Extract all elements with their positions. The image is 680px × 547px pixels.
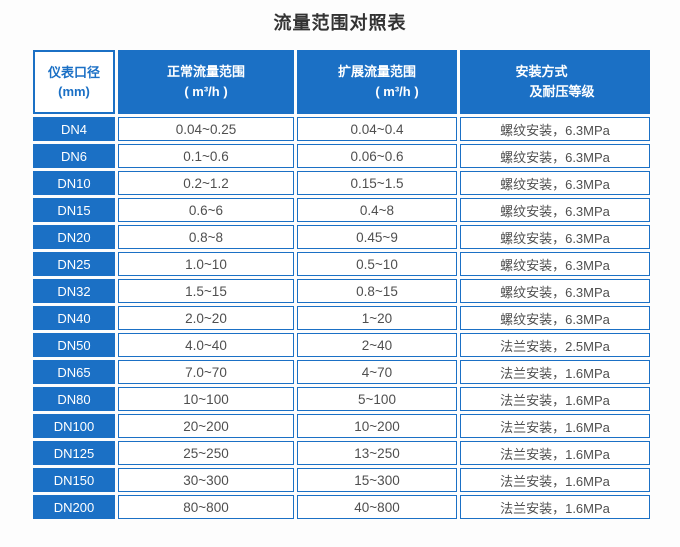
row-dn-label: DN80 <box>33 387 115 411</box>
header-extended-line2: ( m³/h ) <box>375 84 419 99</box>
row-dn-label: DN6 <box>33 144 115 168</box>
cell-extended-range: 5~100 <box>297 387 457 411</box>
row-dn-label: DN4 <box>33 117 115 141</box>
cell-normal-range: 80~800 <box>118 495 294 519</box>
table-row: DN6 0.1~0.6 0.06~0.6 螺纹安装，6.3MPa <box>33 144 650 168</box>
header-install: 安装方式 及耐压等级 <box>460 50 650 114</box>
cell-normal-range: 20~200 <box>118 414 294 438</box>
table-row: DN80 10~100 5~100 法兰安装，1.6MPa <box>33 387 650 411</box>
table-row: DN125 25~250 13~250 法兰安装，1.6MPa <box>33 441 650 465</box>
header-normal-line2: ( m³/h ) <box>184 84 228 99</box>
row-dn-label: DN15 <box>33 198 115 222</box>
cell-extended-range: 4~70 <box>297 360 457 384</box>
header-install-line1: 安装方式 <box>515 64 568 79</box>
cell-extended-range: 0.8~15 <box>297 279 457 303</box>
table-body: DN4 0.04~0.25 0.04~0.4 螺纹安装，6.3MPa DN6 0.1~0.… <box>33 117 650 519</box>
cell-extended-range: 15~300 <box>297 468 457 492</box>
cell-install-method: 螺纹安装，6.3MPa <box>460 225 650 249</box>
cell-extended-range: 0.04~0.4 <box>297 117 457 141</box>
cell-extended-range: 0.5~10 <box>297 252 457 276</box>
cell-normal-range: 25~250 <box>118 441 294 465</box>
row-dn-label: DN25 <box>33 252 115 276</box>
header-install-line2: 及耐压等级 <box>529 84 595 99</box>
cell-normal-range: 1.0~10 <box>118 252 294 276</box>
header-diameter-line1: 仪表口径 <box>47 65 100 80</box>
row-dn-label: DN32 <box>33 279 115 303</box>
table-row: DN100 20~200 10~200 法兰安装，1.6MPa <box>33 414 650 438</box>
table-row: DN32 1.5~15 0.8~15 螺纹安装，6.3MPa <box>33 279 650 303</box>
cell-install-method: 法兰安装，1.6MPa <box>460 387 650 411</box>
cell-normal-range: 0.2~1.2 <box>118 171 294 195</box>
header-normal-line1: 正常流量范围 <box>166 64 245 79</box>
cell-install-method: 法兰安装，1.6MPa <box>460 360 650 384</box>
table-row: DN200 80~800 40~800 法兰安装，1.6MPa <box>33 495 650 519</box>
cell-install-method: 法兰安装，1.6MPa <box>460 495 650 519</box>
row-dn-label: DN100 <box>33 414 115 438</box>
cell-normal-range: 1.5~15 <box>118 279 294 303</box>
cell-normal-range: 0.04~0.25 <box>118 117 294 141</box>
table-row: DN25 1.0~10 0.5~10 螺纹安装，6.3MPa <box>33 252 650 276</box>
table-row: DN150 30~300 15~300 法兰安装，1.6MPa <box>33 468 650 492</box>
cell-extended-range: 0.45~9 <box>297 225 457 249</box>
cell-extended-range: 0.15~1.5 <box>297 171 457 195</box>
row-dn-label: DN40 <box>33 306 115 330</box>
cell-install-method: 螺纹安装，6.3MPa <box>460 252 650 276</box>
cell-extended-range: 1~20 <box>297 306 457 330</box>
row-dn-label: DN200 <box>33 495 115 519</box>
row-dn-label: DN50 <box>33 333 115 357</box>
flow-range-table: 仪表口径 (mm) 正常流量范围 ( m³/h ) 扩展流量范围 ( m³/h … <box>30 47 653 522</box>
table-header: 仪表口径 (mm) 正常流量范围 ( m³/h ) 扩展流量范围 ( m³/h … <box>33 50 650 114</box>
cell-install-method: 螺纹安装，6.3MPa <box>460 198 650 222</box>
cell-normal-range: 10~100 <box>118 387 294 411</box>
cell-normal-range: 0.1~0.6 <box>118 144 294 168</box>
cell-normal-range: 4.0~40 <box>118 333 294 357</box>
cell-extended-range: 10~200 <box>297 414 457 438</box>
header-normal-range: 正常流量范围 ( m³/h ) <box>118 50 294 114</box>
table-row: DN20 0.8~8 0.45~9 螺纹安装，6.3MPa <box>33 225 650 249</box>
table-row: DN50 4.0~40 2~40 法兰安装，2.5MPa <box>33 333 650 357</box>
cell-install-method: 法兰安装，1.6MPa <box>460 468 650 492</box>
row-dn-label: DN150 <box>33 468 115 492</box>
cell-extended-range: 13~250 <box>297 441 457 465</box>
header-row: 仪表口径 (mm) 正常流量范围 ( m³/h ) 扩展流量范围 ( m³/h … <box>33 50 650 114</box>
cell-extended-range: 0.4~8 <box>297 198 457 222</box>
table-title: 流量范围对照表 <box>273 13 407 33</box>
table-row: DN40 2.0~20 1~20 螺纹安装，6.3MPa <box>33 306 650 330</box>
header-extended-line1: 扩展流量范围 <box>337 64 416 79</box>
cell-normal-range: 30~300 <box>118 468 294 492</box>
cell-normal-range: 7.0~70 <box>118 360 294 384</box>
header-diameter: 仪表口径 (mm) <box>33 50 115 114</box>
cell-install-method: 螺纹安装，6.3MPa <box>460 171 650 195</box>
cell-install-method: 螺纹安装，6.3MPa <box>460 306 650 330</box>
cell-install-method: 法兰安装，1.6MPa <box>460 414 650 438</box>
cell-extended-range: 0.06~0.6 <box>297 144 457 168</box>
row-dn-label: DN125 <box>33 441 115 465</box>
row-dn-label: DN65 <box>33 360 115 384</box>
header-diameter-line2: (mm) <box>58 84 90 99</box>
cell-install-method: 螺纹安装，6.3MPa <box>460 144 650 168</box>
table-row: DN65 7.0~70 4~70 法兰安装，1.6MPa <box>33 360 650 384</box>
cell-extended-range: 40~800 <box>297 495 457 519</box>
cell-normal-range: 0.8~8 <box>118 225 294 249</box>
table-row: DN15 0.6~6 0.4~8 螺纹安装，6.3MPa <box>33 198 650 222</box>
cell-extended-range: 2~40 <box>297 333 457 357</box>
cell-install-method: 螺纹安装，6.3MPa <box>460 279 650 303</box>
row-dn-label: DN10 <box>33 171 115 195</box>
cell-install-method: 法兰安装，1.6MPa <box>460 441 650 465</box>
cell-install-method: 法兰安装，2.5MPa <box>460 333 650 357</box>
table-row: DN10 0.2~1.2 0.15~1.5 螺纹安装，6.3MPa <box>33 171 650 195</box>
header-extended-range: 扩展流量范围 ( m³/h ) <box>297 50 457 114</box>
row-dn-label: DN20 <box>33 225 115 249</box>
cell-normal-range: 2.0~20 <box>118 306 294 330</box>
cell-install-method: 螺纹安装，6.3MPa <box>460 117 650 141</box>
cell-normal-range: 0.6~6 <box>118 198 294 222</box>
table-row: DN4 0.04~0.25 0.04~0.4 螺纹安装，6.3MPa <box>33 117 650 141</box>
